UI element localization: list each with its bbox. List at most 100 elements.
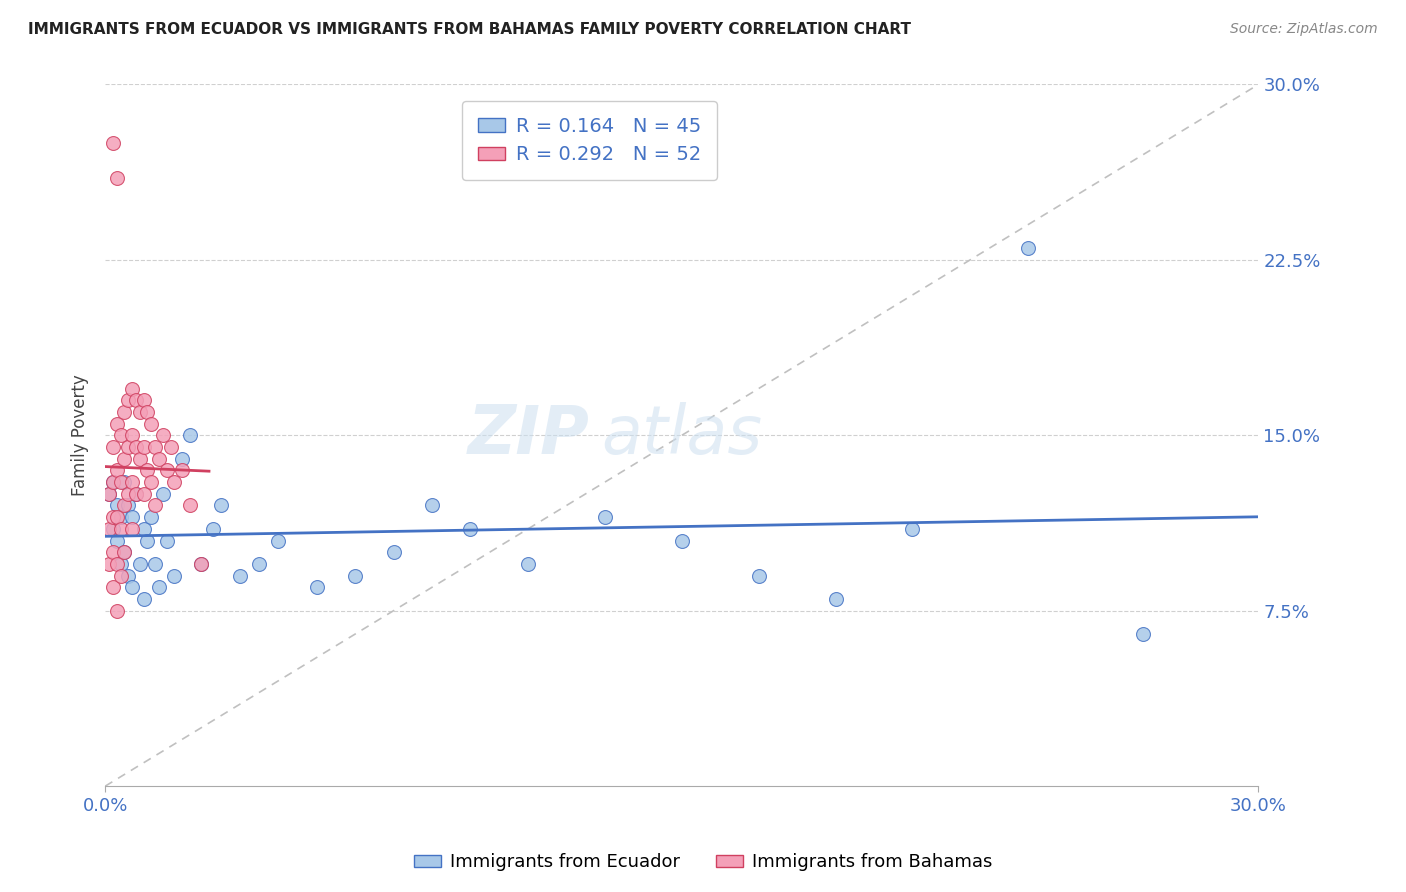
Legend: Immigrants from Ecuador, Immigrants from Bahamas: Immigrants from Ecuador, Immigrants from… xyxy=(406,847,1000,879)
Point xyxy=(143,440,166,454)
Point xyxy=(101,475,124,489)
Point xyxy=(344,568,367,582)
Point xyxy=(114,475,136,489)
Point xyxy=(105,171,128,186)
Point xyxy=(117,499,139,513)
Point xyxy=(128,451,150,466)
Point xyxy=(172,463,194,477)
Point xyxy=(101,510,124,524)
Point xyxy=(209,499,232,513)
Point xyxy=(125,487,148,501)
Point xyxy=(98,522,121,536)
Point xyxy=(125,440,148,454)
Point xyxy=(121,510,143,524)
Point xyxy=(105,463,128,477)
Point xyxy=(132,592,155,607)
Point xyxy=(101,136,124,150)
Y-axis label: Family Poverty: Family Poverty xyxy=(72,375,89,496)
Point xyxy=(267,533,290,548)
Point xyxy=(98,487,121,501)
Point xyxy=(179,428,201,442)
Point xyxy=(105,510,128,524)
Point xyxy=(110,428,132,442)
Point xyxy=(110,510,132,524)
Point xyxy=(143,557,166,571)
Point xyxy=(136,463,159,477)
Point xyxy=(125,393,148,408)
Point xyxy=(117,440,139,454)
Point xyxy=(110,475,132,489)
Point xyxy=(201,522,224,536)
Point xyxy=(179,499,201,513)
Text: IMMIGRANTS FROM ECUADOR VS IMMIGRANTS FROM BAHAMAS FAMILY POVERTY CORRELATION CH: IMMIGRANTS FROM ECUADOR VS IMMIGRANTS FR… xyxy=(28,22,911,37)
Point xyxy=(105,417,128,431)
Point xyxy=(121,428,143,442)
Point xyxy=(190,557,212,571)
Point xyxy=(101,522,124,536)
Point xyxy=(517,557,540,571)
Point xyxy=(152,487,174,501)
Point xyxy=(156,463,179,477)
Point xyxy=(101,580,124,594)
Point xyxy=(114,545,136,559)
Point xyxy=(114,545,136,559)
Point xyxy=(1017,241,1039,255)
Point xyxy=(105,604,128,618)
Point xyxy=(152,428,174,442)
Point xyxy=(114,405,136,419)
Point xyxy=(172,451,194,466)
Point xyxy=(101,440,124,454)
Point xyxy=(671,533,693,548)
Text: atlas: atlas xyxy=(602,402,762,468)
Point xyxy=(117,393,139,408)
Point xyxy=(136,533,159,548)
Point xyxy=(121,382,143,396)
Point xyxy=(141,417,163,431)
Point xyxy=(163,475,186,489)
Point xyxy=(143,499,166,513)
Point xyxy=(117,568,139,582)
Point xyxy=(1132,627,1154,641)
Point xyxy=(420,499,443,513)
Point xyxy=(460,522,482,536)
Point xyxy=(132,440,155,454)
Point xyxy=(101,475,124,489)
Point xyxy=(305,580,328,594)
Point xyxy=(148,451,170,466)
Point xyxy=(114,451,136,466)
Point xyxy=(593,510,616,524)
Point xyxy=(98,557,121,571)
Point xyxy=(125,487,148,501)
Point xyxy=(110,557,132,571)
Point xyxy=(382,545,405,559)
Point xyxy=(132,393,155,408)
Point xyxy=(824,592,846,607)
Point xyxy=(114,499,136,513)
Point xyxy=(121,522,143,536)
Point xyxy=(121,475,143,489)
Point xyxy=(156,533,179,548)
Text: ZIP: ZIP xyxy=(468,402,589,468)
Point xyxy=(159,440,181,454)
Point xyxy=(110,522,132,536)
Point xyxy=(132,487,155,501)
Point xyxy=(229,568,252,582)
Point xyxy=(190,557,212,571)
Point xyxy=(148,580,170,594)
Point xyxy=(121,580,143,594)
Point xyxy=(132,522,155,536)
Legend: R = 0.164   N = 45, R = 0.292   N = 52: R = 0.164 N = 45, R = 0.292 N = 52 xyxy=(463,101,717,180)
Point xyxy=(128,405,150,419)
Point xyxy=(105,557,128,571)
Point xyxy=(748,568,770,582)
Point xyxy=(105,533,128,548)
Point xyxy=(128,557,150,571)
Point xyxy=(136,405,159,419)
Text: Source: ZipAtlas.com: Source: ZipAtlas.com xyxy=(1230,22,1378,37)
Point xyxy=(247,557,270,571)
Point xyxy=(101,545,124,559)
Point xyxy=(141,510,163,524)
Point xyxy=(98,487,121,501)
Point xyxy=(105,499,128,513)
Point xyxy=(901,522,924,536)
